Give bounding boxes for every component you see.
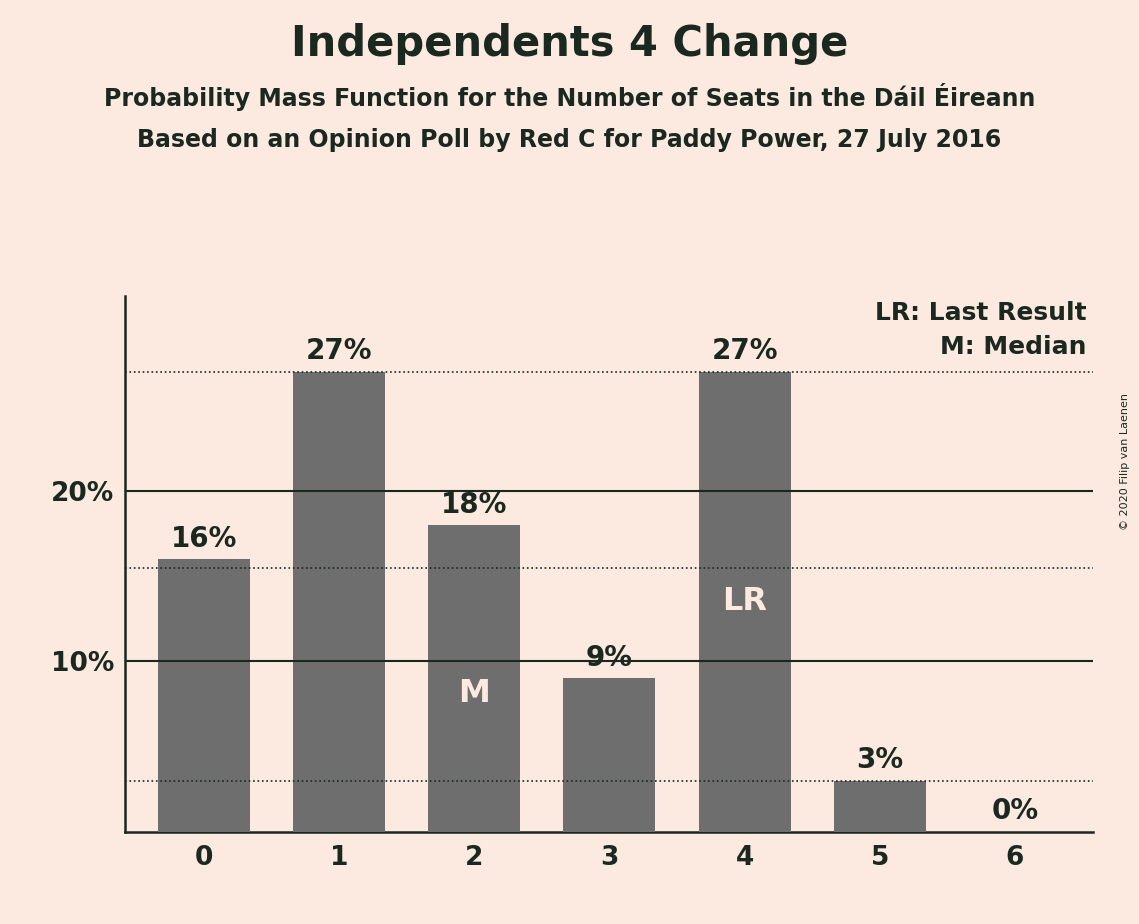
Text: 9%: 9%: [585, 644, 633, 672]
Text: Probability Mass Function for the Number of Seats in the Dáil Éireann: Probability Mass Function for the Number…: [104, 83, 1035, 111]
Text: M: Median: M: Median: [940, 334, 1087, 359]
Text: 18%: 18%: [441, 491, 507, 518]
Text: 16%: 16%: [171, 525, 237, 553]
Bar: [698, 372, 790, 832]
Text: 27%: 27%: [712, 337, 778, 365]
Text: Independents 4 Change: Independents 4 Change: [290, 23, 849, 65]
Bar: [564, 678, 655, 832]
Bar: [428, 526, 521, 832]
Text: LR: Last Result: LR: Last Result: [875, 301, 1087, 324]
Text: 3%: 3%: [857, 746, 903, 773]
Bar: [293, 372, 385, 832]
Bar: [834, 781, 926, 832]
Text: M: M: [458, 678, 490, 710]
Text: LR: LR: [722, 587, 767, 617]
Text: 27%: 27%: [305, 337, 372, 365]
Text: Based on an Opinion Poll by Red C for Paddy Power, 27 July 2016: Based on an Opinion Poll by Red C for Pa…: [138, 128, 1001, 152]
Text: © 2020 Filip van Laenen: © 2020 Filip van Laenen: [1120, 394, 1130, 530]
Bar: [157, 559, 249, 832]
Text: 0%: 0%: [991, 796, 1039, 825]
